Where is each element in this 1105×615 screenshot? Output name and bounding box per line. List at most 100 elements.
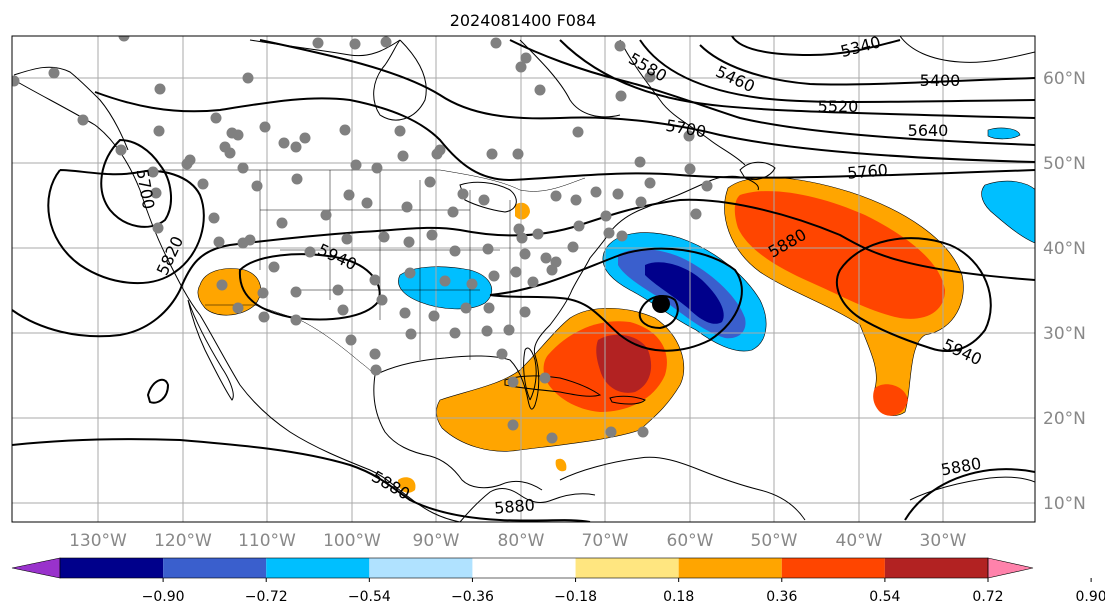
station-dot <box>516 232 528 244</box>
station-dot <box>299 132 311 144</box>
station-dot <box>380 36 392 48</box>
station-dot <box>259 121 271 133</box>
subtropical-positive-area <box>873 384 908 416</box>
contour-5880-south <box>12 438 591 522</box>
colorbar-tick-label: −0.54 <box>348 589 391 605</box>
station-dot <box>466 278 478 290</box>
contour-5700-north <box>94 91 1035 182</box>
ohio-valley-negative-area <box>398 266 493 310</box>
station-dot <box>447 206 459 218</box>
station-dot <box>339 124 351 136</box>
station-dot <box>312 37 324 49</box>
map-title: 2024081400 F084 <box>450 11 597 30</box>
station-dot <box>290 314 302 326</box>
station-dot <box>244 234 256 246</box>
station-dot <box>519 248 531 260</box>
station-dot <box>635 196 647 208</box>
south-america-coast <box>559 456 806 521</box>
station-dot <box>251 180 263 192</box>
station-dot <box>612 188 624 200</box>
colorbar-high-extend <box>987 557 1034 579</box>
colorbar-bin <box>575 558 679 578</box>
station-dot <box>378 231 390 243</box>
station-dot <box>507 419 519 431</box>
station-dots <box>12 36 713 444</box>
station-dot <box>512 148 524 160</box>
longitude-label: 60°W <box>667 531 714 551</box>
station-dot <box>482 243 494 255</box>
contour-5340 <box>731 36 901 57</box>
station-dot <box>237 162 249 174</box>
newfoundland <box>739 161 776 181</box>
longitude-label: 50°W <box>751 531 798 551</box>
station-dot <box>290 286 302 298</box>
station-dot <box>184 154 196 166</box>
station-dot <box>361 197 373 209</box>
station-dot <box>152 222 164 234</box>
station-dot <box>320 209 332 221</box>
station-dot <box>428 310 440 322</box>
contour-5460 <box>639 39 1035 103</box>
station-dot <box>478 194 490 206</box>
station-dot <box>268 261 280 273</box>
station-dot <box>343 189 355 201</box>
station-dot <box>540 252 552 264</box>
baja-peninsula <box>187 299 234 401</box>
colorbar-bin <box>163 558 267 578</box>
station-dot <box>483 302 495 314</box>
station-dot <box>278 137 290 149</box>
colorbar-tick-label: −0.90 <box>142 589 185 605</box>
station-dot <box>460 302 472 314</box>
west-atlantic-strong-area <box>645 262 724 324</box>
station-dot <box>449 245 461 257</box>
station-dot <box>573 220 585 232</box>
station-dot <box>350 159 362 171</box>
station-dot <box>519 306 531 318</box>
station-dot <box>232 302 244 314</box>
station-dot <box>616 230 628 242</box>
contour-5700-loop <box>100 138 172 228</box>
station-dot <box>216 279 228 291</box>
west-coast <box>13 79 461 522</box>
station-dot <box>48 67 60 79</box>
station-dot <box>208 212 220 224</box>
contour-5880-southeast <box>904 468 1035 521</box>
longitude-label: 120°W <box>154 531 212 551</box>
contour-label: 5640 <box>908 121 949 140</box>
mexico-small-positive-area <box>398 477 416 493</box>
station-dot <box>369 348 381 360</box>
station-dot <box>546 264 558 276</box>
station-dot <box>520 52 532 64</box>
station-dot <box>154 83 166 95</box>
far-east-negative-area <box>981 180 1035 244</box>
station-dot <box>507 376 519 388</box>
contour-5940-east <box>489 247 743 352</box>
station-dot <box>424 176 436 188</box>
central-america <box>459 487 596 522</box>
latitude-label: 30°N <box>1043 324 1086 344</box>
east-atlantic-strong-area <box>734 191 945 319</box>
station-dot <box>210 112 222 124</box>
colorbar-tick-label: 0.18 <box>663 589 694 605</box>
station-dot <box>550 190 562 202</box>
contour-label: 5520 <box>818 97 859 116</box>
station-dot <box>197 178 209 190</box>
colorbar-bin <box>472 558 576 578</box>
hispaniola <box>609 395 646 405</box>
station-dot <box>371 162 383 174</box>
station-dot <box>644 177 656 189</box>
north-atlantic-small-negative-area <box>987 127 1021 140</box>
station-dot <box>403 236 415 248</box>
station-dot <box>644 71 656 83</box>
longitude-label: 130°W <box>69 531 127 551</box>
station-dot <box>615 90 627 102</box>
latitude-label: 40°N <box>1043 239 1086 259</box>
longitude-label: 90°W <box>413 531 460 551</box>
station-dot <box>276 217 288 229</box>
station-dot <box>488 270 500 282</box>
great-lakes <box>459 181 517 213</box>
station-dot <box>224 147 236 159</box>
station-dot <box>510 266 522 278</box>
station-dot <box>341 233 353 245</box>
station-dot <box>232 129 244 141</box>
